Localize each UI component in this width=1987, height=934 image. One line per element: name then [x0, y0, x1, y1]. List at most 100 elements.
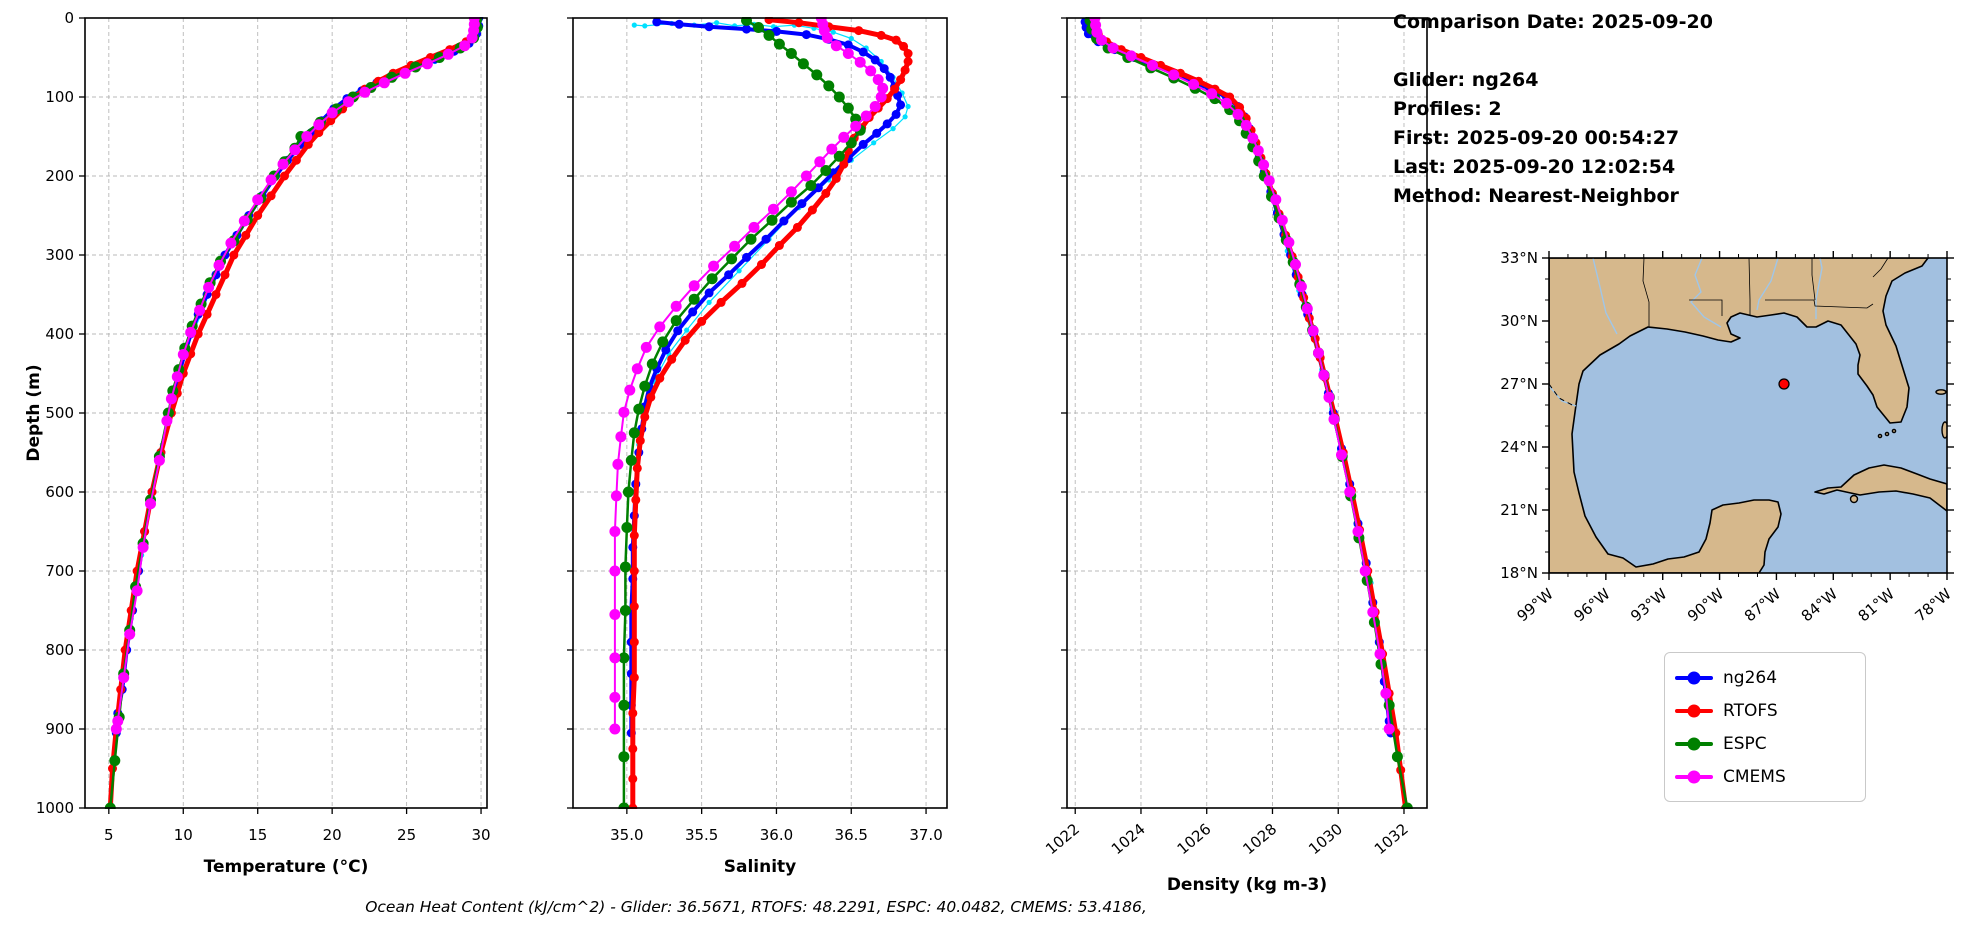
- ocean-heat-content-note: Ocean Heat Content (kJ/cm^2) - Glider: 3…: [365, 898, 1147, 916]
- svg-text:200: 200: [45, 167, 74, 185]
- series-CMEMS: [1089, 17, 1395, 735]
- svg-text:27°N: 27°N: [1500, 375, 1538, 393]
- info-spacer: [1393, 37, 1953, 66]
- info-first: First: 2025-09-20 00:54:27: [1393, 127, 1680, 149]
- svg-text:90°W: 90°W: [1684, 585, 1727, 626]
- svg-text:78°W: 78°W: [1911, 585, 1954, 626]
- svg-text:1032: 1032: [1371, 820, 1412, 858]
- legend: ng264 RTOFS ESPC CMEMS: [1664, 652, 1866, 802]
- svg-text:15: 15: [248, 826, 267, 844]
- line-marker-icon: [1675, 770, 1713, 783]
- svg-text:1024: 1024: [1108, 820, 1149, 858]
- map-river-mississippi: [1690, 258, 1722, 328]
- series-ng264: [111, 17, 484, 738]
- svg-text:25: 25: [397, 826, 416, 844]
- gulf-map: 33°N 30°N 27°N 24°N 21°N 18°N 99°W 96°W 93°W 90°W…: [1500, 249, 1955, 625]
- svg-text:93°W: 93°W: [1627, 585, 1670, 626]
- svg-text:5: 5: [104, 826, 114, 844]
- svg-text:100: 100: [45, 88, 74, 106]
- line-marker-icon: [1675, 704, 1713, 717]
- svg-text:300: 300: [45, 246, 74, 264]
- svg-text:900: 900: [45, 720, 74, 738]
- info-last: Last: 2025-09-20 12:02:54: [1393, 156, 1676, 178]
- svg-text:600: 600: [45, 483, 74, 501]
- svg-text:30: 30: [471, 826, 490, 844]
- map-land-north-america: [1549, 258, 1929, 573]
- info-method: Method: Nearest-Neighbor: [1393, 185, 1679, 207]
- svg-text:10: 10: [174, 826, 193, 844]
- line-marker-icon: [1675, 671, 1713, 684]
- svg-text:84°W: 84°W: [1798, 585, 1841, 626]
- map-island-juventud: [1849, 494, 1859, 504]
- series-ESPC: [104, 17, 483, 809]
- info-profiles: Profiles: 2: [1393, 98, 1502, 120]
- svg-text:36.5: 36.5: [835, 826, 868, 844]
- map-land-cuba: [1814, 464, 1947, 512]
- map-border-al-ga: [1811, 258, 1816, 301]
- map-border-la-ms: [1689, 299, 1723, 316]
- legend-label: ESPC: [1723, 733, 1767, 754]
- map-border-ga-sc: [1872, 258, 1889, 278]
- map-border-fl-north: [1765, 299, 1874, 309]
- series-CMEMS: [609, 17, 889, 735]
- svg-text:30°N: 30°N: [1500, 312, 1538, 330]
- map-island-bahama: [1935, 389, 1947, 395]
- svg-text:0: 0: [64, 9, 74, 27]
- map-border-us-mexico: [1549, 383, 1577, 408]
- svg-text:33°N: 33°N: [1500, 249, 1538, 267]
- chart-1: 35.0 35.5 36.0 36.5 37.0 Salinity: [567, 17, 948, 877]
- svg-text:87°W: 87°W: [1741, 585, 1784, 626]
- line-marker-icon: [1675, 737, 1713, 750]
- series-ng264-profile2: [630, 20, 911, 732]
- svg-text:1026: 1026: [1174, 820, 1215, 858]
- svg-text:36.0: 36.0: [760, 826, 793, 844]
- svg-text:Temperature (°C): Temperature (°C): [204, 857, 369, 877]
- map-river-alabama: [1756, 258, 1779, 311]
- svg-text:21°N: 21°N: [1500, 501, 1538, 519]
- series-CMEMS: [110, 17, 480, 735]
- legend-label: ng264: [1723, 667, 1778, 688]
- svg-text:37.0: 37.0: [909, 826, 942, 844]
- legend-item-cmems: CMEMS: [1675, 760, 1853, 793]
- svg-text:35.5: 35.5: [685, 826, 718, 844]
- svg-text:400: 400: [45, 325, 74, 343]
- svg-text:1000: 1000: [36, 799, 74, 817]
- svg-text:700: 700: [45, 562, 74, 580]
- svg-text:99°W: 99°W: [1513, 585, 1556, 626]
- profile-charts: 5 10 15 20 25 3001002003004005006007008009001…: [36, 9, 1428, 895]
- info-comparison-date: Comparison Date: 2025-09-20: [1393, 11, 1713, 33]
- svg-text:35.0: 35.0: [610, 826, 643, 844]
- chart-2: 1022 1024 1026 1028 1030 1032 Density (kg m-3): [1042, 17, 1428, 895]
- legend-label: CMEMS: [1723, 766, 1786, 787]
- svg-text:1022: 1022: [1042, 820, 1083, 858]
- map-island-key1: [1891, 428, 1897, 434]
- svg-text:1028: 1028: [1239, 820, 1280, 858]
- svg-text:500: 500: [45, 404, 74, 422]
- map-island-key2: [1884, 431, 1890, 437]
- map-river-texas: [1592, 258, 1618, 335]
- svg-text:1030: 1030: [1305, 820, 1346, 858]
- legend-item-rtofs: RTOFS: [1675, 694, 1853, 727]
- map-border-ms-al: [1748, 258, 1751, 315]
- map-frame: [1548, 257, 1948, 574]
- info-panel: Comparison Date: 2025-09-20 Glider: ng26…: [1393, 8, 1953, 211]
- chart-0: 5 10 15 20 25 3001002003004005006007008009001…: [36, 9, 491, 877]
- svg-text:Density (kg m-3): Density (kg m-3): [1167, 875, 1327, 895]
- legend-item-espc: ESPC: [1675, 727, 1853, 760]
- series-ng264-profile2: [113, 17, 483, 734]
- svg-text:96°W: 96°W: [1570, 585, 1613, 626]
- glider-position-marker: [1778, 378, 1790, 390]
- legend-item-ng264: ng264: [1675, 661, 1853, 694]
- map-border-tx-la: [1642, 258, 1650, 327]
- svg-text:20: 20: [323, 826, 342, 844]
- map-island-key3: [1877, 433, 1883, 439]
- svg-text:18°N: 18°N: [1500, 564, 1538, 582]
- legend-label: RTOFS: [1723, 700, 1778, 721]
- map-river-apalachicola: [1815, 258, 1823, 319]
- svg-text:Salinity: Salinity: [724, 857, 797, 877]
- series-ESPC: [618, 17, 866, 809]
- svg-text:800: 800: [45, 641, 74, 659]
- series-RTOFS: [628, 17, 913, 809]
